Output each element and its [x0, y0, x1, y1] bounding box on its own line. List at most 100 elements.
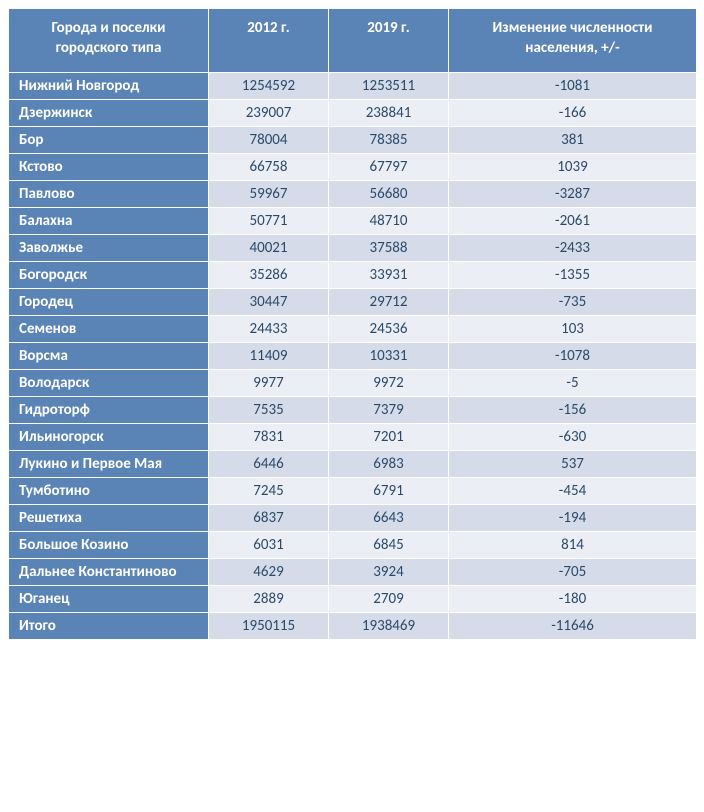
row-change: -1078: [449, 343, 697, 370]
table-row: Тумботино72456791-454: [9, 478, 697, 505]
row-2012: 6837: [209, 505, 329, 532]
col-header-name: Города и поселки городского типа: [9, 9, 209, 73]
row-2012: 59967: [209, 181, 329, 208]
row-name: Большое Козино: [9, 532, 209, 559]
table-body: Нижний Новгород12545921253511-1081Дзержи…: [9, 73, 697, 640]
table-row: Балахна5077148710-2061: [9, 208, 697, 235]
row-2019: 1938469: [329, 613, 449, 640]
row-2019: 10331: [329, 343, 449, 370]
row-2019: 7379: [329, 397, 449, 424]
table-row: Юганец28892709-180: [9, 586, 697, 613]
row-2012: 7245: [209, 478, 329, 505]
table-row: Заволжье4002137588-2433: [9, 235, 697, 262]
row-name: Гидроторф: [9, 397, 209, 424]
row-2012: 6446: [209, 451, 329, 478]
row-name: Юганец: [9, 586, 209, 613]
row-name: Семенов: [9, 316, 209, 343]
row-2019: 6983: [329, 451, 449, 478]
row-2012: 4629: [209, 559, 329, 586]
table-row: Ильиногорск78317201-630: [9, 424, 697, 451]
row-2019: 1253511: [329, 73, 449, 100]
col-header-2012: 2012 г.: [209, 9, 329, 73]
row-2019: 78385: [329, 127, 449, 154]
row-2019: 29712: [329, 289, 449, 316]
row-2012: 78004: [209, 127, 329, 154]
table-row: Павлово5996756680-3287: [9, 181, 697, 208]
table-row: Городец3044729712-735: [9, 289, 697, 316]
row-2019: 6845: [329, 532, 449, 559]
row-2012: 66758: [209, 154, 329, 181]
row-2012: 2889: [209, 586, 329, 613]
row-name: Дальнее Константиново: [9, 559, 209, 586]
row-2019: 37588: [329, 235, 449, 262]
row-2012: 50771: [209, 208, 329, 235]
table-row: Богородск3528633931-1355: [9, 262, 697, 289]
row-change: -180: [449, 586, 697, 613]
row-2012: 35286: [209, 262, 329, 289]
row-name: Богородск: [9, 262, 209, 289]
row-2012: 1254592: [209, 73, 329, 100]
row-change: -5: [449, 370, 697, 397]
row-name: Павлово: [9, 181, 209, 208]
row-2019: 6643: [329, 505, 449, 532]
row-name: Итого: [9, 613, 209, 640]
row-name: Ворсма: [9, 343, 209, 370]
row-change: 1039: [449, 154, 697, 181]
row-change: -2061: [449, 208, 697, 235]
table-row: Семенов2443324536103: [9, 316, 697, 343]
row-change: -1081: [449, 73, 697, 100]
row-name: Городец: [9, 289, 209, 316]
row-2019: 48710: [329, 208, 449, 235]
row-change: -454: [449, 478, 697, 505]
row-2012: 1950115: [209, 613, 329, 640]
row-2012: 11409: [209, 343, 329, 370]
row-2012: 6031: [209, 532, 329, 559]
row-2019: 33931: [329, 262, 449, 289]
row-2012: 24433: [209, 316, 329, 343]
table-row: Кстово66758677971039: [9, 154, 697, 181]
row-name: Володарск: [9, 370, 209, 397]
row-change: -735: [449, 289, 697, 316]
row-name: Кстово: [9, 154, 209, 181]
row-change: -166: [449, 100, 697, 127]
row-name: Тумботино: [9, 478, 209, 505]
table-row: Дальнее Константиново46293924-705: [9, 559, 697, 586]
row-2019: 7201: [329, 424, 449, 451]
row-2012: 239007: [209, 100, 329, 127]
col-header-2019: 2019 г.: [329, 9, 449, 73]
row-change: -630: [449, 424, 697, 451]
row-2012: 40021: [209, 235, 329, 262]
row-2019: 56680: [329, 181, 449, 208]
row-2019: 238841: [329, 100, 449, 127]
table-header-row: Города и поселки городского типа 2012 г.…: [9, 9, 697, 73]
table-row: Итого19501151938469-11646: [9, 613, 697, 640]
population-table: Города и поселки городского типа 2012 г.…: [8, 8, 697, 640]
row-change: -1355: [449, 262, 697, 289]
row-name: Ильиногорск: [9, 424, 209, 451]
table-row: Лукино и Первое Мая64466983537: [9, 451, 697, 478]
row-name: Балахна: [9, 208, 209, 235]
row-name: Бор: [9, 127, 209, 154]
row-2019: 3924: [329, 559, 449, 586]
table-row: Большое Козино60316845814: [9, 532, 697, 559]
row-2019: 9972: [329, 370, 449, 397]
table-row: Нижний Новгород12545921253511-1081: [9, 73, 697, 100]
row-change: -194: [449, 505, 697, 532]
row-2012: 7535: [209, 397, 329, 424]
row-2012: 30447: [209, 289, 329, 316]
row-2019: 2709: [329, 586, 449, 613]
row-change: -11646: [449, 613, 697, 640]
row-name: Заволжье: [9, 235, 209, 262]
row-2019: 6791: [329, 478, 449, 505]
row-2012: 9977: [209, 370, 329, 397]
row-change: -2433: [449, 235, 697, 262]
row-name: Лукино и Первое Мая: [9, 451, 209, 478]
row-change: 537: [449, 451, 697, 478]
table-row: Володарск99779972-5: [9, 370, 697, 397]
row-2019: 24536: [329, 316, 449, 343]
table-row: Бор7800478385381: [9, 127, 697, 154]
row-change: 814: [449, 532, 697, 559]
row-change: -156: [449, 397, 697, 424]
table-row: Решетиха68376643-194: [9, 505, 697, 532]
table-row: Гидроторф75357379-156: [9, 397, 697, 424]
